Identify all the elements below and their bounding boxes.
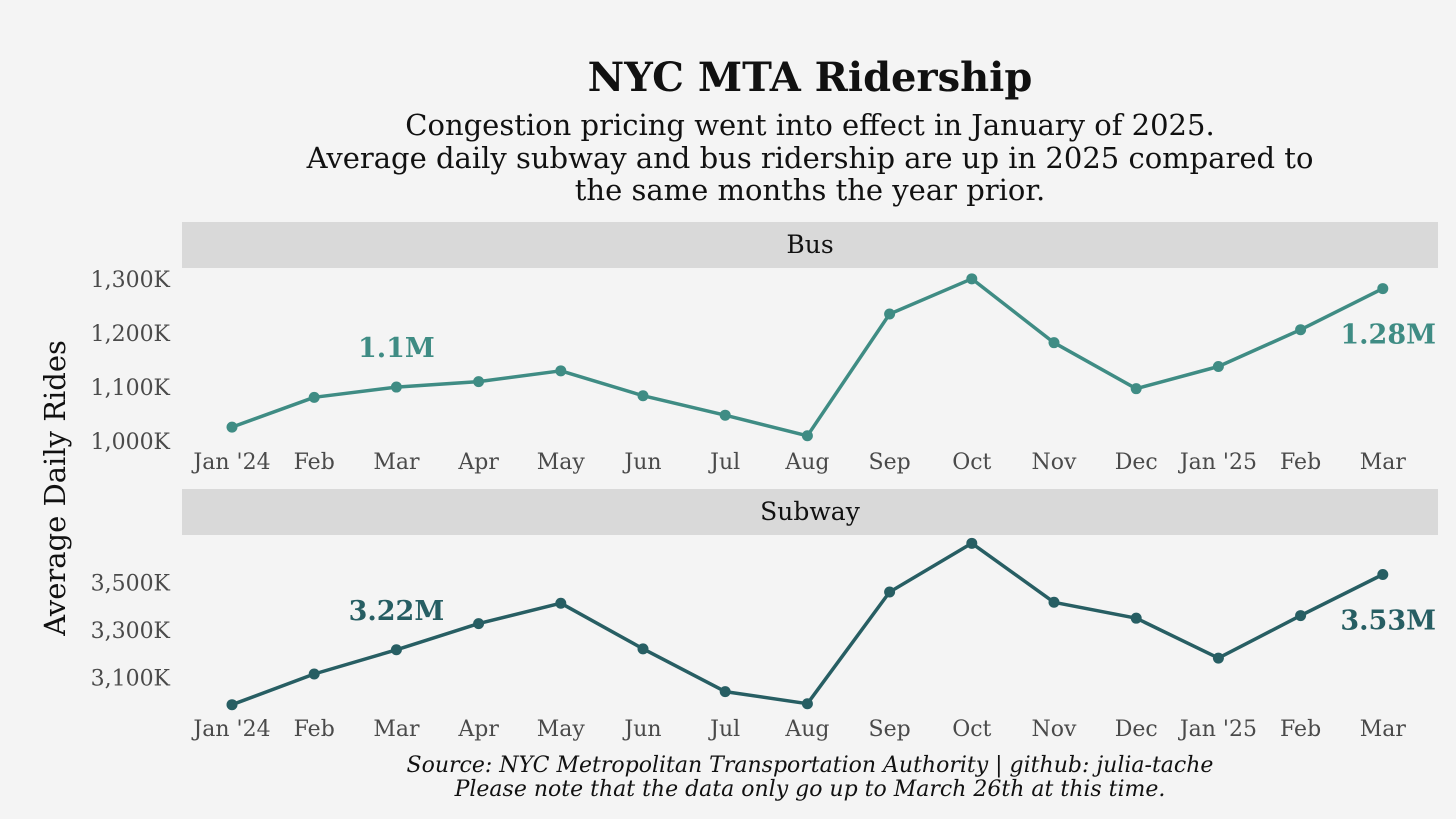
bus-x-tick-label: Aug	[784, 450, 829, 475]
subway-data-point	[801, 698, 813, 710]
subway-x-tick-label: Jul	[708, 717, 740, 742]
subway-y-tick-label: 3,300K	[91, 619, 171, 644]
bus-y-tick-label: 1,000K	[91, 430, 171, 455]
bus-x-tick-label: Dec	[1115, 450, 1158, 475]
subway-panel-strip	[182, 489, 1438, 535]
bus-data-point	[637, 390, 649, 402]
bus-data-point	[390, 381, 402, 393]
bus-data-point	[1212, 360, 1224, 372]
subway-data-point	[719, 686, 731, 698]
subway-data-point	[884, 586, 896, 598]
subway-data-point	[308, 668, 320, 680]
subway-y-tick-label: 3,500K	[91, 572, 171, 597]
subway-data-point	[1130, 612, 1142, 624]
bus-x-tick-label: Sep	[869, 450, 911, 475]
bus-data-point	[801, 430, 813, 442]
bus-x-tick-label: Apr	[457, 450, 499, 475]
subway-x-tick-label: Oct	[952, 717, 991, 742]
bus-x-tick-label: Jul	[708, 450, 740, 475]
subway-x-tick-label: Jan '24	[191, 717, 270, 742]
bus-data-point	[966, 273, 978, 285]
bus-x-tick-label: Feb	[1280, 450, 1321, 475]
bus-x-tick-label: Mar	[1360, 450, 1407, 475]
bus-x-tick-label: Nov	[1032, 450, 1077, 475]
subway-x-tick-label: Feb	[1280, 717, 1321, 742]
bus-y-tick-label: 1,100K	[91, 376, 171, 401]
bus-y-tick-label: 1,200K	[91, 322, 171, 347]
subway-data-point	[637, 643, 649, 655]
bus-data-point	[719, 409, 731, 421]
bus-x-tick-label: Jun	[622, 450, 661, 475]
bus-data-point	[1377, 283, 1389, 295]
bus-x-tick-label: Oct	[952, 450, 991, 475]
bus-data-point	[555, 365, 567, 377]
bus-data-point	[226, 421, 238, 433]
subway-data-point	[1212, 652, 1224, 664]
bus-panel-strip	[182, 222, 1438, 268]
subway-data-point	[555, 597, 567, 609]
subway-x-tick-label: Feb	[294, 717, 335, 742]
chart-subtitle-line-1: Congestion pricing went into effect in J…	[405, 108, 1214, 142]
bus-annotation-label: 1.1M	[358, 333, 435, 364]
subway-data-point	[966, 537, 978, 549]
facet-panels: Bus 1,000K 1,100K 1,200K 1,300K Jan '24 Feb Mar…	[91, 222, 1438, 742]
bus-data-point	[473, 376, 485, 388]
chart-title: NYC MTA Ridership	[588, 54, 1033, 101]
bus-data-point	[1048, 337, 1060, 349]
subway-x-tick-label: Aug	[784, 717, 829, 742]
bus-data-point	[884, 308, 896, 320]
subway-data-point	[1295, 610, 1307, 622]
bus-data-point	[308, 391, 320, 403]
subway-annotation-label: 3.53M	[1340, 605, 1436, 636]
chart-subtitle-line-3: the same months the year prior.	[575, 173, 1046, 207]
bus-x-tick-label: Jan '25	[1178, 450, 1257, 475]
subway-y-tick-label: 3,100K	[91, 667, 171, 692]
subway-x-tick-label: May	[537, 717, 586, 742]
subway-x-tick-label: Jun	[622, 717, 661, 742]
subway-data-point	[1377, 568, 1389, 580]
y-axis-label: Average Daily Rides	[38, 340, 72, 637]
bus-x-tick-label: Jan '24	[191, 450, 270, 475]
subway-x-tick-label: Mar	[1360, 717, 1407, 742]
bus-data-point	[1130, 383, 1142, 395]
subway-x-tick-label: Apr	[457, 717, 499, 742]
bus-x-tick-label: Feb	[294, 450, 335, 475]
subway-data-point	[473, 618, 485, 630]
caption-line-1: Source: NYC Metropolitan Transportation …	[407, 753, 1214, 778]
bus-y-tick-label: 1,300K	[91, 268, 171, 293]
subway-annotation-label: 3.22M	[349, 596, 445, 627]
subway-x-tick-label: Jan '25	[1178, 717, 1257, 742]
bus-data-point	[1295, 324, 1307, 336]
chart-subtitle-line-2: Average daily subway and bus ridership a…	[306, 141, 1314, 175]
subway-data-point	[1048, 596, 1060, 608]
subway-data-point	[390, 644, 402, 656]
subway-data-point	[226, 699, 238, 711]
subway-x-tick-label: Sep	[869, 717, 911, 742]
bus-annotation-label: 1.28M	[1340, 320, 1436, 351]
bus-x-tick-label: Mar	[373, 450, 420, 475]
subway-x-tick-label: Dec	[1115, 717, 1158, 742]
subway-panel-title: Subway	[760, 497, 861, 526]
bus-panel-title: Bus	[786, 230, 833, 259]
subway-x-tick-label: Mar	[373, 717, 420, 742]
caption-line-2: Please note that the data only go up to …	[454, 777, 1166, 802]
bus-x-tick-label: May	[537, 450, 586, 475]
subway-x-tick-label: Nov	[1032, 717, 1077, 742]
